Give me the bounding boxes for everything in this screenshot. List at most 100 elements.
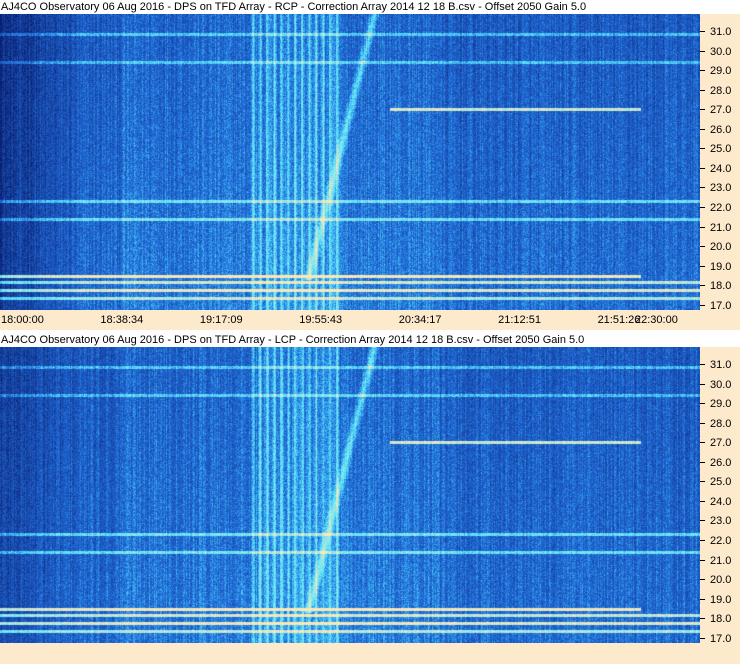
tick-mark bbox=[700, 226, 705, 228]
frequency-tick-label: 31.0 bbox=[700, 359, 740, 371]
tick-mark bbox=[700, 167, 705, 169]
tick-mark bbox=[700, 89, 705, 91]
tick-text: 25.0 bbox=[710, 143, 732, 156]
tick-text: 29.0 bbox=[710, 65, 732, 78]
tick-text: 19.0 bbox=[710, 593, 732, 606]
time-tick-label: 18:38:34 bbox=[100, 314, 144, 326]
frequency-tick-label: 20.0 bbox=[700, 241, 740, 253]
time-tick-label: 21:12:51 bbox=[498, 314, 541, 326]
frequency-tick-label: 29.0 bbox=[700, 398, 740, 410]
time-tick-label: 18:00:00 bbox=[1, 314, 44, 326]
tick-mark bbox=[700, 304, 705, 306]
frequency-tick-label: 22.0 bbox=[700, 535, 740, 547]
frequency-tick-label: 21.0 bbox=[700, 222, 740, 234]
tick-mark bbox=[700, 364, 705, 365]
tick-mark bbox=[700, 31, 705, 32]
tick-text: 29.0 bbox=[710, 398, 732, 411]
tick-text: 17.0 bbox=[710, 632, 732, 645]
frequency-tick-label: 21.0 bbox=[700, 555, 740, 567]
tick-text: 31.0 bbox=[710, 26, 732, 38]
frequency-tick-label: 28.0 bbox=[700, 85, 740, 97]
frequency-tick-label: 19.0 bbox=[700, 261, 740, 273]
frequency-tick-label: 26.0 bbox=[700, 124, 740, 136]
time-tick-label: 22:30:00 bbox=[635, 314, 678, 326]
time-tick-label: 19:17:09 bbox=[199, 314, 243, 326]
tick-mark bbox=[700, 109, 705, 111]
tick-text: 26.0 bbox=[710, 456, 732, 469]
tick-mark bbox=[700, 520, 705, 522]
frequency-axis-lcp: 31.0 30.0 29.0 28.0 27.0 26.0 25.0 24.0 23.0 22.0… bbox=[700, 347, 740, 645]
frequency-tick-label: 25.0 bbox=[700, 143, 740, 155]
tick-mark bbox=[700, 148, 705, 150]
tick-text: 22.0 bbox=[710, 201, 732, 214]
tick-mark bbox=[700, 70, 705, 72]
frequency-tick-label: 28.0 bbox=[700, 418, 740, 430]
frequency-tick-label: 27.0 bbox=[700, 437, 740, 449]
tick-mark bbox=[700, 637, 705, 639]
frequency-tick-label: 31.0 bbox=[700, 26, 740, 38]
tick-mark bbox=[700, 246, 705, 248]
tick-mark bbox=[700, 206, 705, 208]
tick-text: 28.0 bbox=[710, 84, 732, 97]
tick-text: 30.0 bbox=[710, 45, 732, 58]
frequency-tick-label: 24.0 bbox=[700, 163, 740, 175]
time-tick-label: 21:51:26 bbox=[597, 314, 641, 326]
frequency-axis-rcp: 31.0 30.0 29.0 28.0 27.0 26.0 25.0 24.0 23.0 22.0… bbox=[700, 14, 740, 312]
tick-mark bbox=[700, 481, 705, 483]
frequency-tick-label: 29.0 bbox=[700, 65, 740, 77]
frequency-tick-label: 30.0 bbox=[700, 46, 740, 58]
tick-text: 20.0 bbox=[710, 241, 732, 254]
tick-text: 31.0 bbox=[710, 359, 732, 371]
frequency-tick-label: 22.0 bbox=[700, 202, 740, 214]
tick-mark bbox=[700, 539, 705, 541]
frequency-tick-label: 25.0 bbox=[700, 476, 740, 488]
frequency-tick-label: 19.0 bbox=[700, 594, 740, 606]
tick-text: 24.0 bbox=[710, 495, 732, 508]
frequency-tick-label: 18.0 bbox=[700, 613, 740, 625]
spectrogram-rcp[interactable] bbox=[0, 14, 700, 310]
tick-mark bbox=[700, 403, 705, 405]
tick-text: 18.0 bbox=[710, 613, 732, 626]
tick-mark bbox=[700, 500, 705, 502]
tick-mark bbox=[700, 265, 705, 267]
tick-text: 30.0 bbox=[710, 378, 732, 391]
frequency-tick-label: 30.0 bbox=[700, 379, 740, 391]
tick-text: 27.0 bbox=[710, 437, 732, 450]
tick-mark bbox=[700, 598, 705, 600]
frequency-tick-label: 24.0 bbox=[700, 496, 740, 508]
tick-text: 19.0 bbox=[710, 260, 732, 273]
tick-mark bbox=[700, 618, 705, 620]
frequency-tick-label: 18.0 bbox=[700, 280, 740, 292]
tick-text: 23.0 bbox=[710, 182, 732, 195]
panel-title-lcp: AJ4CO Observatory 06 Aug 2016 - DPS on T… bbox=[0, 333, 701, 347]
tick-mark bbox=[700, 383, 705, 385]
tick-text: 25.0 bbox=[710, 476, 732, 489]
tick-text: 27.0 bbox=[710, 104, 732, 117]
tick-mark bbox=[700, 128, 705, 130]
tick-mark bbox=[700, 442, 705, 444]
tick-text: 18.0 bbox=[710, 280, 732, 293]
tick-mark bbox=[700, 461, 705, 463]
tick-mark bbox=[700, 559, 705, 561]
time-axis-rcp: 18:00:00 18:38:34 19:17:09 19:55:43 20:34:17… bbox=[0, 310, 740, 330]
panel-title-rcp: AJ4CO Observatory 06 Aug 2016 - DPS on T… bbox=[0, 0, 701, 14]
frequency-tick-label: 23.0 bbox=[700, 515, 740, 527]
tick-mark bbox=[700, 422, 705, 424]
tick-mark bbox=[700, 285, 705, 287]
tick-mark bbox=[700, 50, 705, 52]
time-tick-label: 19:55:43 bbox=[299, 314, 343, 326]
frequency-tick-label: 20.0 bbox=[700, 574, 740, 586]
frequency-tick-label: 27.0 bbox=[700, 104, 740, 116]
frequency-tick-label: 23.0 bbox=[700, 182, 740, 194]
tick-mark bbox=[700, 579, 705, 581]
tick-text: 22.0 bbox=[710, 534, 732, 547]
tick-text: 21.0 bbox=[710, 221, 732, 234]
spectrogram-lcp[interactable] bbox=[0, 347, 700, 643]
frequency-tick-label: 17.0 bbox=[700, 633, 740, 645]
frequency-tick-label: 26.0 bbox=[700, 457, 740, 469]
tick-text: 17.0 bbox=[710, 299, 732, 312]
tick-text: 23.0 bbox=[710, 515, 732, 528]
tick-text: 20.0 bbox=[710, 574, 732, 587]
time-axis-lcp bbox=[0, 643, 740, 664]
tick-text: 24.0 bbox=[710, 162, 732, 175]
